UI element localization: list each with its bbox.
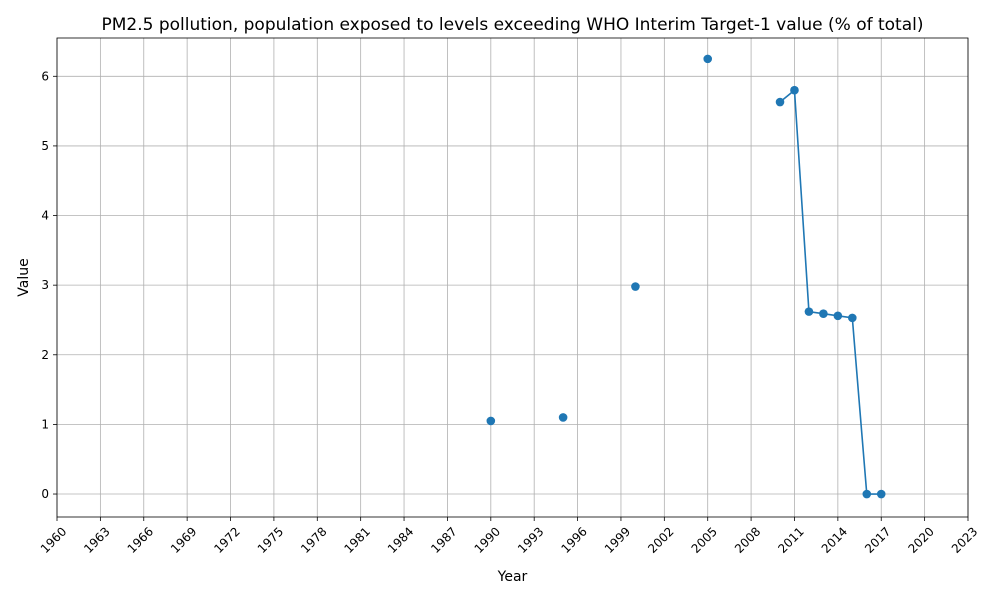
data-point (804, 307, 814, 316)
data-point (819, 309, 828, 319)
y-tick-label: 4 (41, 209, 49, 223)
x-tick-label: 1984 (385, 524, 416, 555)
data-point (876, 489, 886, 499)
y-axis-ticks: 0 1 2 3 4 5 6 (41, 69, 57, 501)
x-tick-label: 1975 (255, 524, 286, 555)
x-tick-label: 2005 (689, 524, 720, 555)
y-tick-label: 1 (41, 417, 49, 431)
x-tick-label: 1990 (472, 524, 503, 555)
data-point (631, 282, 640, 291)
x-tick-label: 1966 (125, 524, 156, 555)
x-tick-label: 2020 (905, 524, 936, 555)
data-point (703, 54, 713, 64)
y-axis-label: Value (16, 258, 32, 296)
y-tick-label: 6 (41, 69, 49, 83)
x-tick-label: 2002 (645, 524, 676, 555)
data-point (558, 413, 568, 422)
y-tick-label: 2 (41, 348, 49, 362)
x-tick-label: 2023 (949, 524, 980, 555)
x-tick-label: 1972 (211, 524, 242, 555)
x-tick-label: 1963 (81, 524, 112, 555)
y-tick-label: 3 (41, 278, 49, 292)
x-tick-label: 2011 (775, 524, 806, 555)
data-point (790, 85, 799, 95)
x-tick-label: 2014 (819, 524, 850, 555)
data-point (848, 313, 857, 323)
x-axis-ticks: 1960 1963 1966 1969 1972 1975 1978 1981 1984 1987… (38, 517, 980, 556)
grid (56, 38, 969, 517)
x-tick-label: 1999 (602, 524, 633, 555)
y-tick-label: 0 (41, 487, 49, 501)
x-axis-label: Year (497, 569, 528, 585)
series-line (779, 88, 882, 495)
data-point (833, 311, 843, 321)
data-point (862, 489, 872, 499)
x-tick-label: 2008 (732, 524, 763, 555)
x-tick-label: 1981 (342, 524, 373, 555)
x-tick-label: 1969 (168, 524, 199, 555)
x-tick-label: 1996 (558, 524, 589, 555)
x-tick-label: 1978 (298, 524, 329, 555)
data-point (775, 97, 785, 107)
y-tick-label: 5 (41, 139, 49, 153)
data-point (486, 416, 496, 426)
series (486, 54, 886, 499)
plot-frame (56, 37, 969, 518)
x-tick-label: 1960 (38, 524, 69, 555)
x-tick-label: 1987 (428, 524, 459, 555)
x-tick-label: 2017 (862, 524, 893, 555)
x-tick-label: 1993 (515, 524, 546, 555)
chart-title: PM2.5 pollution, population exposed to l… (102, 15, 924, 35)
